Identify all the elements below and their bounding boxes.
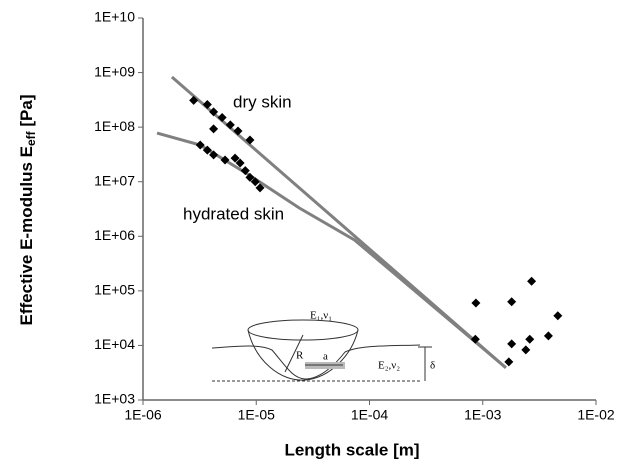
inset-label: a	[323, 351, 328, 363]
y-tick-label: 1E+07	[94, 172, 135, 188]
data-point	[507, 297, 517, 307]
data-point	[209, 107, 219, 117]
data-point	[189, 95, 199, 105]
data-point	[521, 345, 531, 355]
data-point	[553, 311, 563, 321]
data-point	[195, 140, 205, 150]
data-point	[202, 145, 212, 155]
data-point	[250, 177, 260, 187]
y-tick-label: 1E+06	[94, 227, 135, 243]
y-axis-title-unit: [Pa]	[17, 95, 36, 132]
x-tick-label: 1E-05	[238, 407, 276, 423]
y-tick-label: 1E+10	[94, 9, 135, 25]
data-point	[245, 135, 255, 145]
data-point	[504, 357, 514, 367]
inset-indenter-top	[247, 319, 359, 341]
x-tick-label: 1E-06	[124, 407, 162, 423]
y-tick-label: 1E+08	[94, 118, 135, 134]
y-tick-label: 1E+04	[94, 336, 135, 352]
inset-indenter	[247, 329, 359, 381]
x-axis-title: Length scale [m]	[284, 440, 419, 459]
inset-label: E₁,ν₁	[310, 310, 332, 322]
y-axis-title: Effective E-modulus Eeff [Pa]	[17, 95, 38, 326]
data-point	[225, 120, 235, 130]
data-point	[525, 334, 535, 344]
line-label: hydrated skin	[183, 204, 284, 223]
line	[156, 131, 507, 369]
data-point	[220, 155, 230, 165]
x-tick-label: 1E-04	[351, 407, 389, 423]
data-point	[235, 158, 245, 168]
inset-label: E₂,ν₂	[378, 360, 400, 372]
data-point	[507, 339, 517, 349]
data-point	[527, 276, 537, 286]
data-point	[543, 331, 553, 341]
data-point	[230, 153, 240, 163]
data-point	[471, 298, 481, 308]
y-axis-title-main: Effective E-modulus E	[17, 146, 36, 325]
inset-label: δ	[430, 360, 435, 372]
x-tick-label: 1E-03	[464, 407, 502, 423]
data-point	[217, 113, 227, 123]
data-point	[240, 166, 250, 176]
inset-label: R	[296, 350, 304, 362]
y-tick-label: 1E+05	[94, 282, 135, 298]
inset-r-arrow	[284, 334, 304, 373]
y-tick-label: 1E+09	[94, 63, 135, 79]
inset-surface	[211, 344, 421, 380]
data-point	[202, 99, 212, 109]
data-point	[470, 334, 480, 344]
data-point	[209, 124, 219, 134]
inset-diagram	[211, 319, 432, 382]
x-tick-label: 1E-02	[577, 407, 615, 423]
y-axis-title-sub: eff	[24, 130, 38, 146]
line-label: dry skin	[233, 92, 292, 111]
data-point	[209, 150, 219, 160]
data-point	[233, 126, 243, 136]
data-point	[245, 172, 255, 182]
data-point	[255, 183, 265, 193]
y-tick-label: 1E+03	[94, 391, 135, 407]
